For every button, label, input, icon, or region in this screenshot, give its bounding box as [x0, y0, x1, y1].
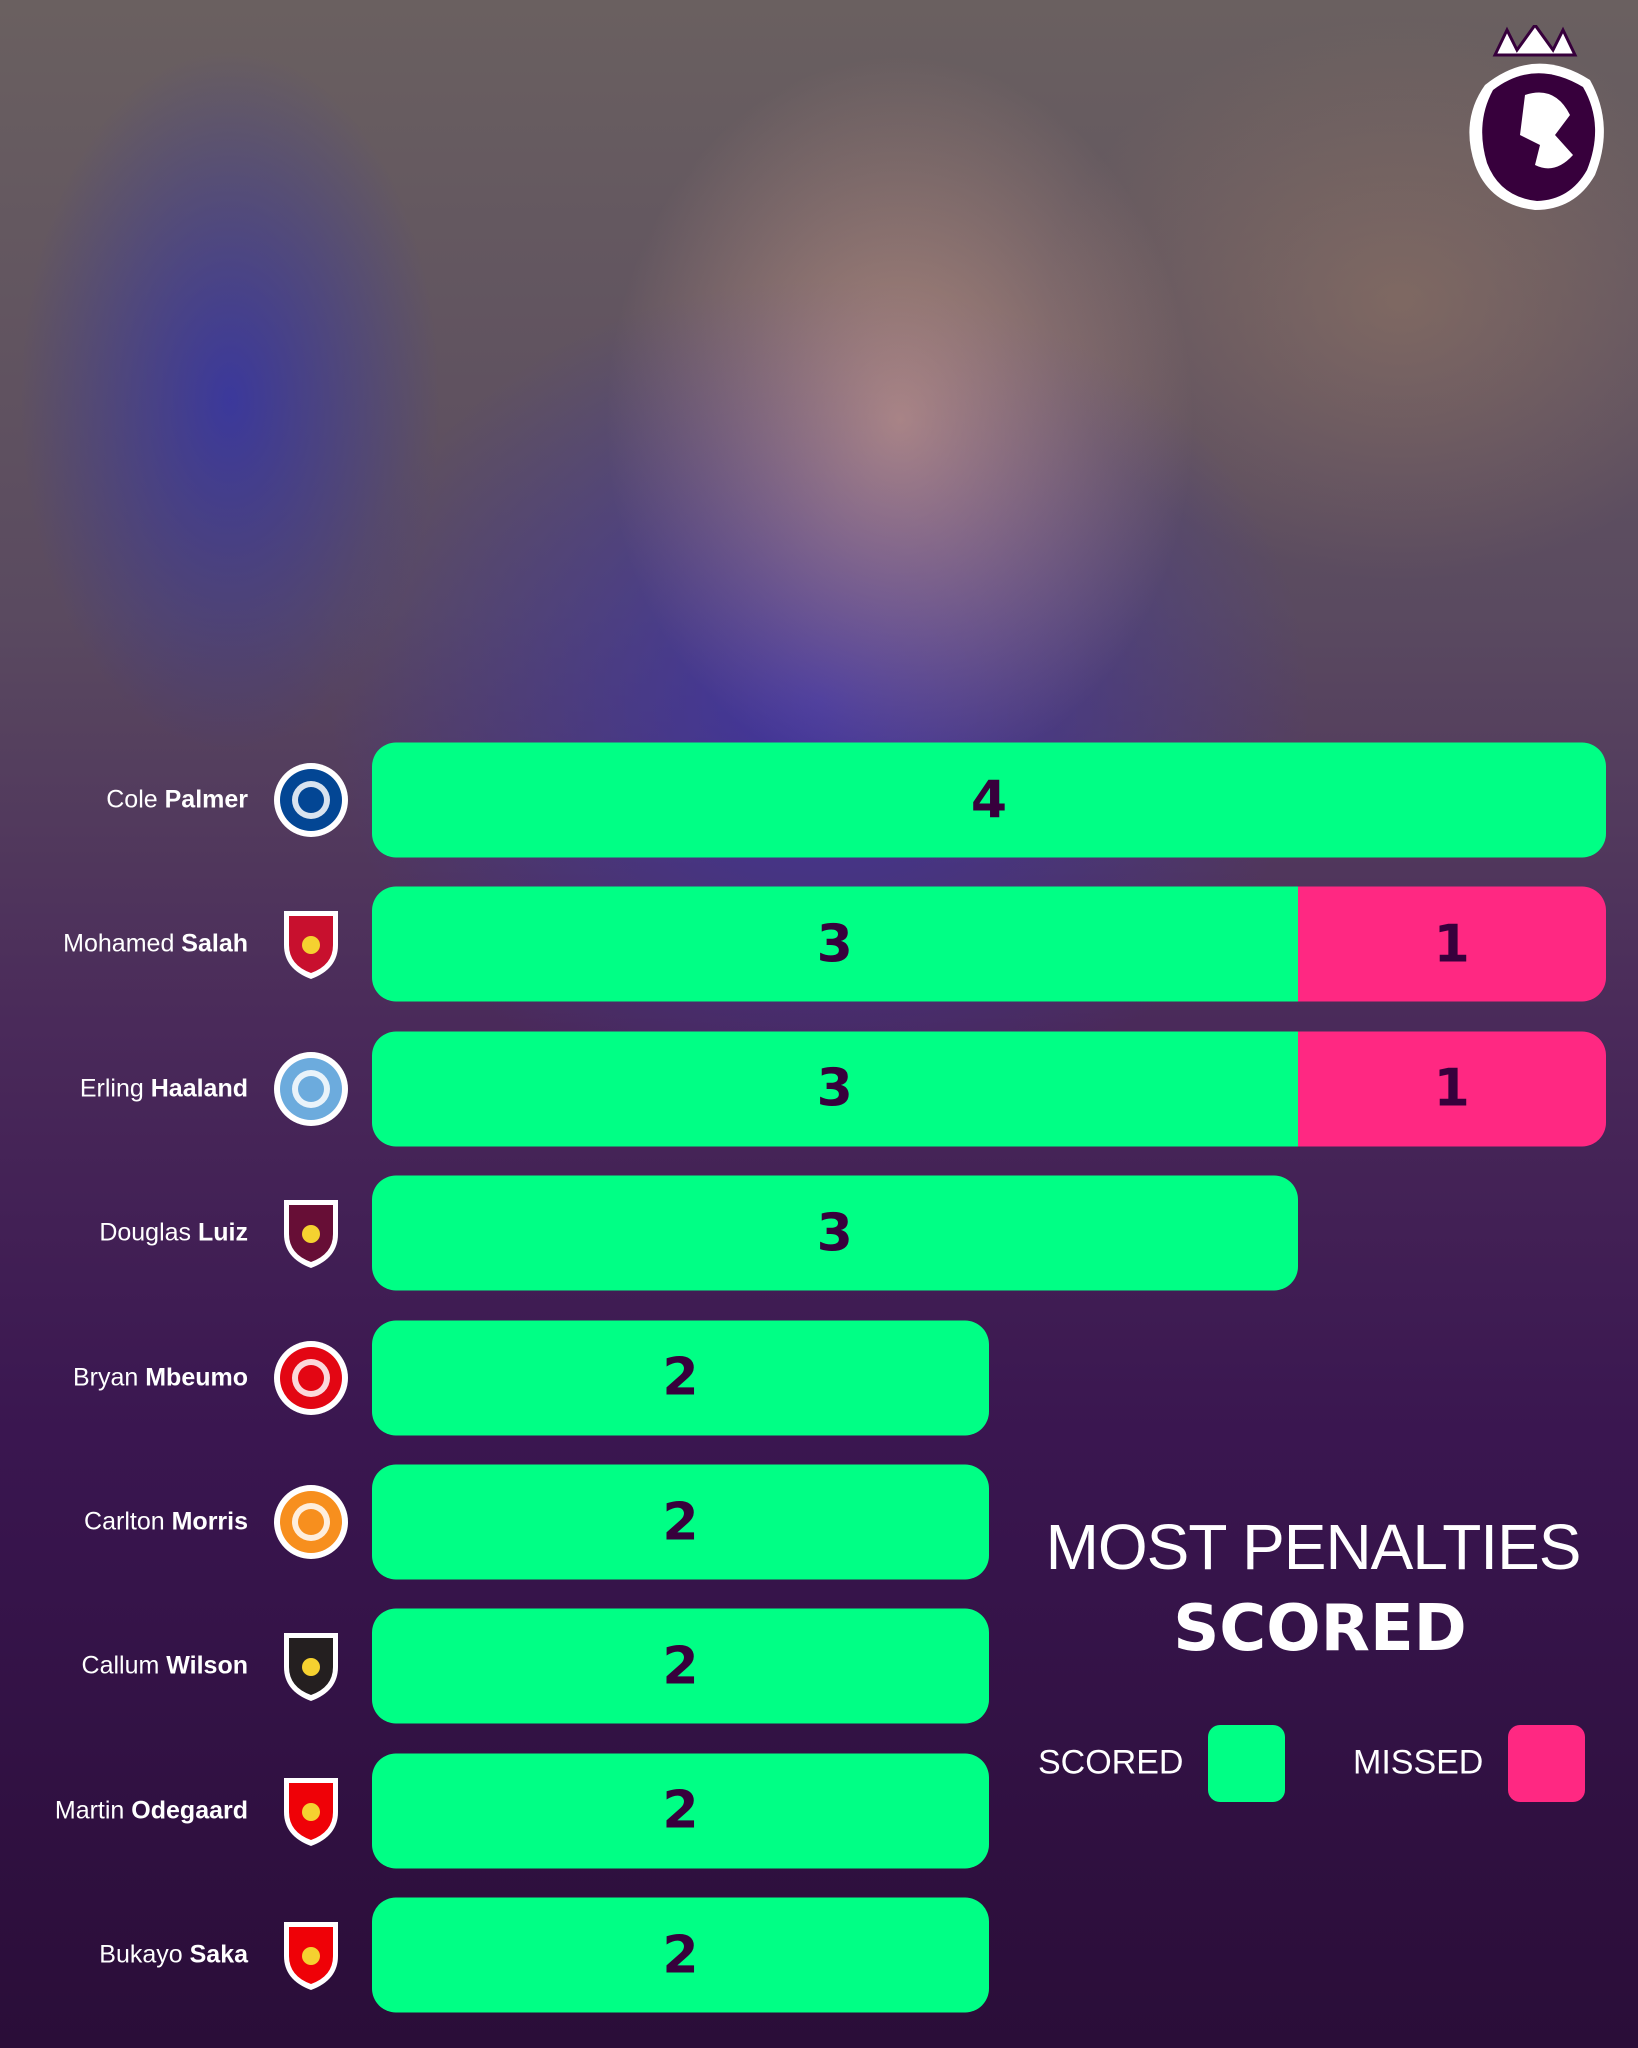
bar-value-label: 3	[816, 914, 853, 975]
bar-value-label: 3	[816, 1203, 853, 1264]
legend-missed-label: MISSED	[1353, 1743, 1484, 1782]
bar-value-label: 2	[662, 1780, 699, 1841]
chart-subtitle: SCORED	[1173, 1592, 1467, 1666]
brentford-crest-icon	[274, 1340, 348, 1415]
player-last-name: Salah	[181, 929, 248, 958]
bar-scored: 2	[372, 1753, 989, 1869]
player-first-name: Erling	[79, 1074, 144, 1103]
player-name: Martin Odegaard	[55, 1796, 248, 1825]
player-last-name: Saka	[189, 1940, 248, 1969]
aston-villa-crest-icon	[284, 1200, 338, 1269]
bar-scored: 2	[372, 1897, 989, 2013]
liverpool-crest-icon	[284, 911, 338, 980]
player-name: Callum Wilson	[82, 1652, 248, 1681]
player-first-name: Carlton	[84, 1507, 165, 1536]
bar-scored: 2	[372, 1608, 989, 1724]
player-last-name: Odegaard	[131, 1796, 248, 1825]
arsenal-crest-icon	[284, 1777, 338, 1846]
player-last-name: Luiz	[198, 1218, 248, 1247]
chelsea-crest-icon	[274, 763, 348, 837]
bar-scored: 3	[372, 1031, 1298, 1147]
chart-title: MOST PENALTIES	[1045, 1511, 1582, 1583]
arsenal-crest-icon	[284, 1922, 338, 1991]
player-name: Bryan Mbeumo	[73, 1363, 248, 1392]
player-first-name: Martin	[54, 1796, 125, 1825]
bar-scored: 2	[372, 1464, 989, 1580]
bar-value-label: 2	[662, 1492, 699, 1552]
legend-missed-swatch	[1508, 1725, 1585, 1802]
bar-scored: 3	[372, 886, 1298, 1002]
bar-missed: 1	[1297, 886, 1606, 1002]
player-name: Bukayo Saka	[99, 1941, 248, 1970]
bar-value-label: 2	[662, 1636, 699, 1697]
player-name: Carlton Morris	[84, 1508, 248, 1537]
player-last-name: Wilson	[166, 1651, 248, 1680]
bar-scored: 3	[372, 1175, 1298, 1291]
player-last-name: Haaland	[150, 1074, 248, 1103]
player-last-name: Palmer	[164, 785, 248, 814]
player-last-name: Morris	[171, 1507, 248, 1536]
player-last-name: Mbeumo	[145, 1363, 248, 1392]
player-name: Douglas Luiz	[99, 1219, 248, 1248]
player-name: Mohamed Salah	[63, 930, 248, 959]
newcastle-crest-icon	[284, 1633, 338, 1702]
bar-value-label: 2	[662, 1347, 699, 1408]
player-first-name: Bukayo	[99, 1940, 183, 1969]
player-first-name: Bryan	[72, 1363, 139, 1392]
player-first-name: Callum	[81, 1651, 160, 1680]
bar-missed: 1	[1297, 1031, 1606, 1147]
player-name: Erling Haaland	[80, 1074, 248, 1103]
bar-value-label: 3	[816, 1058, 853, 1119]
luton-town-crest-icon	[274, 1485, 348, 1559]
bar-value-label: 2	[662, 1925, 699, 1986]
bar-scored: 2	[372, 1320, 989, 1436]
player-first-name: Douglas	[99, 1218, 192, 1247]
premier-league-logo	[1469, 25, 1604, 210]
legend-scored-swatch	[1208, 1725, 1285, 1802]
bar-value-label: 1	[1433, 914, 1470, 975]
player-first-name: Mohamed	[63, 929, 175, 958]
bar-value-label: 4	[970, 770, 1008, 830]
man-city-crest-icon	[274, 1051, 348, 1126]
bar-value-label: 1	[1433, 1058, 1470, 1119]
player-first-name: Cole	[106, 785, 158, 814]
bar-scored: 4	[372, 742, 1606, 858]
player-name: Cole Palmer	[106, 786, 248, 815]
legend-scored-label: SCORED	[1038, 1743, 1184, 1782]
